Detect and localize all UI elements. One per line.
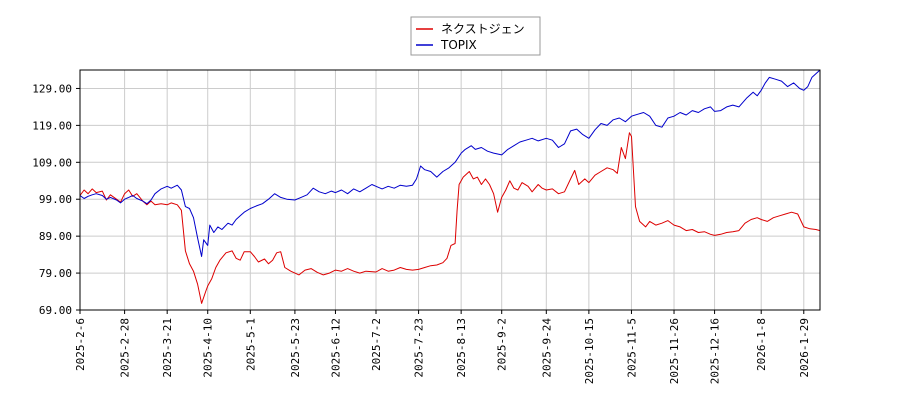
- x-tick-label: 2025-7-23: [413, 318, 426, 378]
- x-axis: 2025-2-6 2025-2-28 2025-3-21 2025-4-10 2025-…: [74, 310, 811, 384]
- x-tick-label: 2025-5-1: [244, 318, 257, 371]
- legend-box: [410, 16, 541, 56]
- y-tick-label: 89.00: [39, 230, 72, 243]
- x-tick-label: 2025-9-2: [496, 318, 509, 371]
- legend-label-0: ネクストジェン: [441, 22, 525, 36]
- x-tick-label: 2026-1-29: [798, 318, 811, 378]
- series-layer: [79, 69, 821, 304]
- x-tick-label: 2025-2-6: [74, 318, 87, 371]
- y-tick-label: 119.00: [32, 119, 72, 132]
- x-tick-label: 2025-7-2: [370, 318, 383, 371]
- x-tick-label: 2025-8-13: [455, 318, 468, 378]
- series-line-1: [79, 69, 821, 257]
- plot-area: [80, 70, 820, 310]
- legend-label-1: TOPIX: [440, 38, 477, 52]
- y-tick-label: 69.00: [39, 304, 72, 317]
- y-axis: 69.00 79.00 89.00 99.00 109.00 119.00 129.00: [32, 82, 80, 317]
- plot-frame: [79, 69, 821, 311]
- y-tick-label: 99.00: [39, 193, 72, 206]
- x-tick-label: 2025-5-23: [289, 318, 302, 378]
- x-tick-label: 2026-1-8: [755, 318, 768, 371]
- x-tick-label: 2025-12-16: [709, 318, 722, 384]
- x-tick-label: 2025-11-5: [625, 318, 638, 378]
- x-tick-label: 2025-6-12: [329, 318, 342, 378]
- y-tick-label: 79.00: [39, 267, 72, 280]
- y-tick-label: 109.00: [32, 156, 72, 169]
- x-tick-label: 2025-4-10: [202, 318, 215, 378]
- y-tick-label: 129.00: [32, 82, 72, 95]
- legend: ネクストジェン TOPIX: [410, 16, 541, 56]
- x-tick-label: 2025-3-21: [161, 318, 174, 378]
- grid: [80, 70, 820, 310]
- x-tick-label: 2025-9-24: [540, 318, 553, 378]
- x-tick-label: 2025-10-15: [583, 318, 596, 384]
- series-line-0: [79, 132, 821, 304]
- x-tick-label: 2025-2-28: [119, 318, 132, 378]
- x-tick-label: 2025-11-26: [668, 318, 681, 384]
